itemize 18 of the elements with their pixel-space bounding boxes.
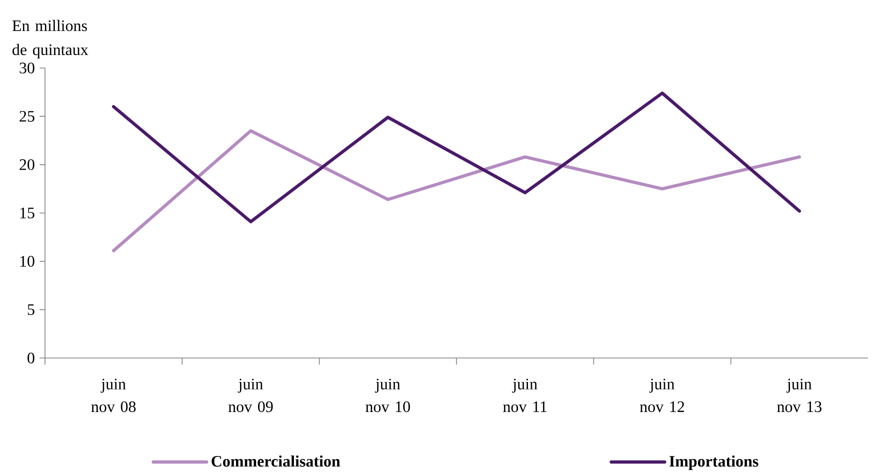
y-tick-label: 25 [20,110,34,122]
y-tick-label: 5 [28,304,34,315]
x-tick-label: juin nov 11 [503,378,547,412]
x-tick-label: juin nov 10 [366,378,410,412]
y-axis-title: En millions de quintaux [12,20,88,58]
x-tick-label: juin nov 13 [777,378,822,412]
y-tick-label: 15 [20,208,34,218]
y-tick-label: 20 [20,159,34,170]
x-tick-label: juin nov 12 [640,378,684,412]
line-series [112,92,802,224]
y-tick-label: 30 [20,62,34,74]
x-tick-label: juin nov 08 [91,378,136,412]
legend-label: Importations [669,455,758,470]
y-tick-label: 10 [20,256,34,267]
y-tick-label: 0 [28,352,34,364]
x-tick-label: juin nov 09 [228,378,273,412]
line-series [112,129,802,252]
legend-label: Commercialisation [212,455,340,467]
